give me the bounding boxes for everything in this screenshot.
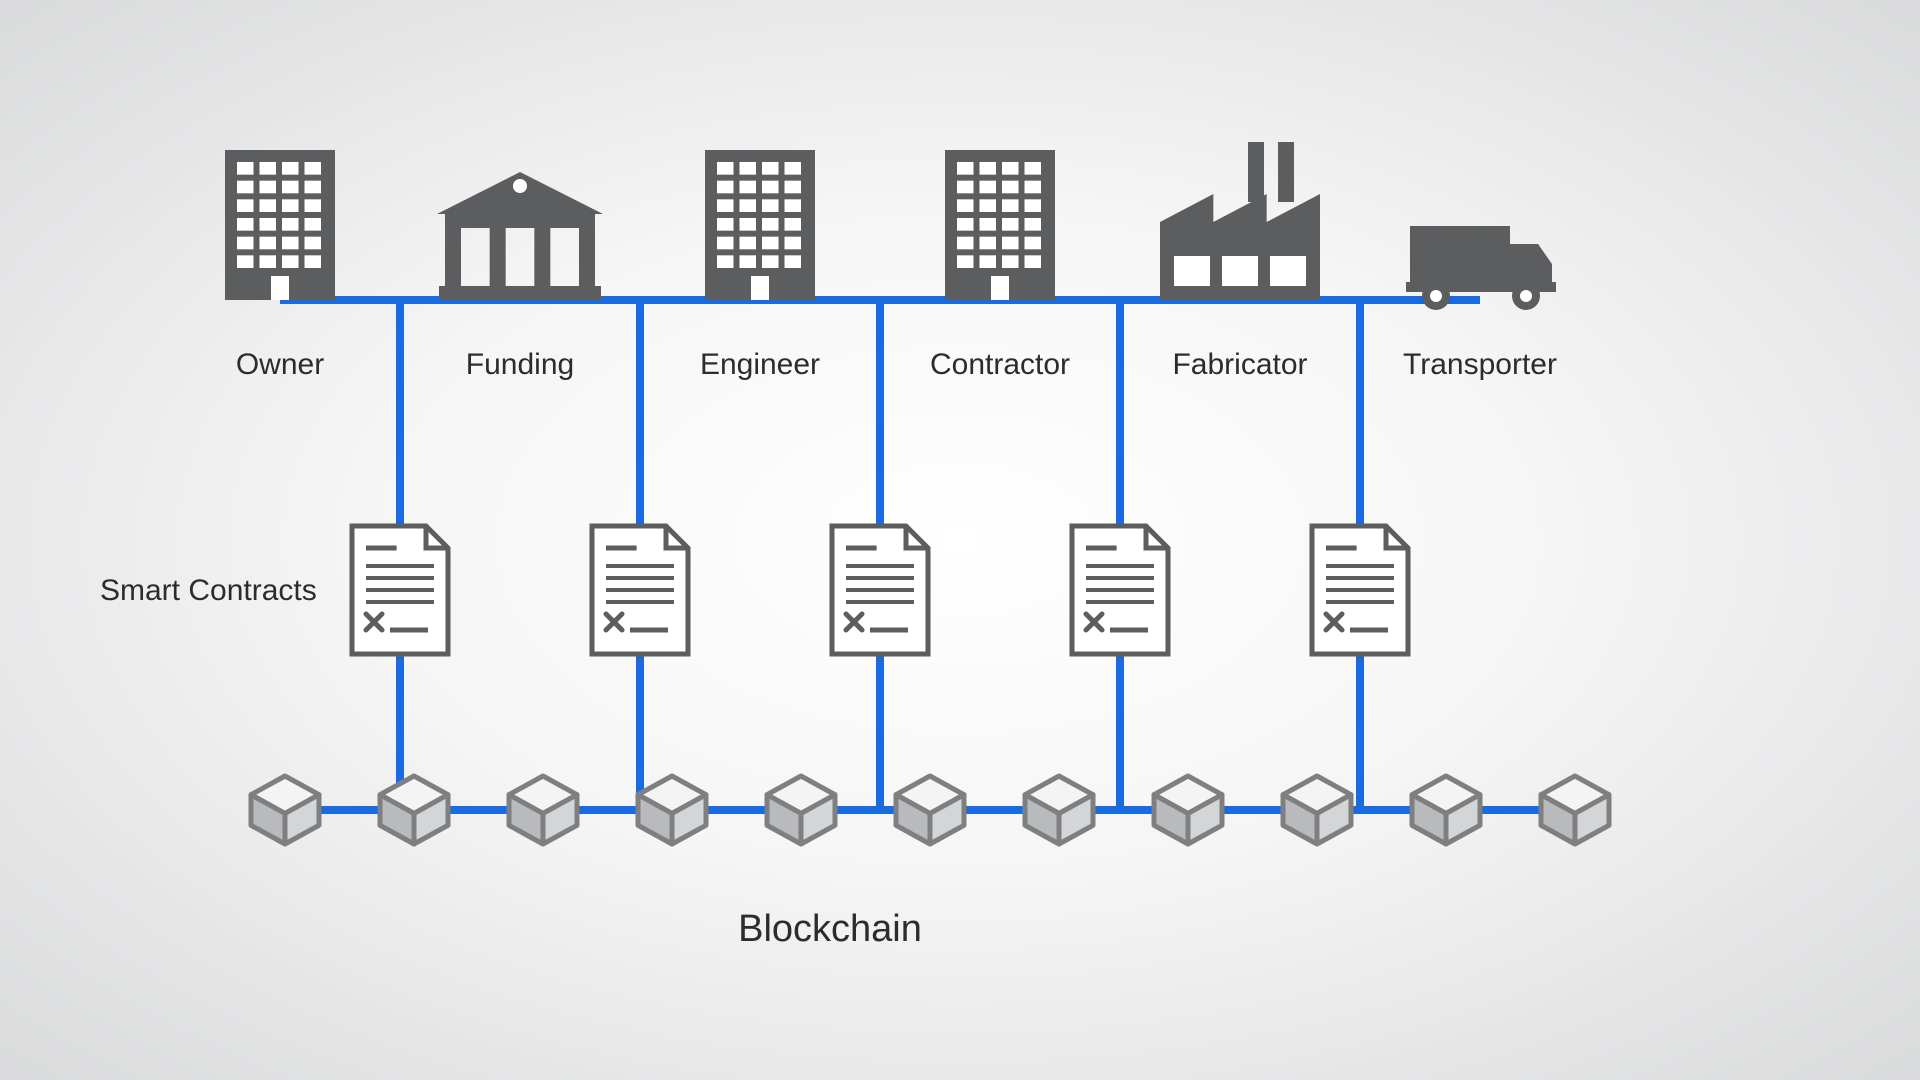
diagram-svg	[0, 0, 1920, 1080]
contract-icon	[592, 526, 688, 654]
contractor-icon	[945, 150, 1055, 300]
transporter-label: Transporter	[1403, 348, 1557, 382]
contract-icon	[832, 526, 928, 654]
blockchain-cube-icon	[1154, 776, 1222, 844]
blockchain-cube-icon	[896, 776, 964, 844]
blockchain-cube-icon	[1541, 776, 1609, 844]
blockchain-cube-icon	[638, 776, 706, 844]
transporter-icon	[1406, 226, 1556, 310]
blockchain-cube-icon	[1412, 776, 1480, 844]
blockchain-cube-icon	[251, 776, 319, 844]
funding-label: Funding	[466, 348, 574, 382]
engineer-label: Engineer	[700, 348, 820, 382]
contract-icon	[1072, 526, 1168, 654]
diagram-canvas: Owner Funding Engineer Contractor Fabricator…	[0, 0, 1920, 1080]
blockchain-cube-icon	[380, 776, 448, 844]
smart-contracts-label: Smart Contracts	[100, 574, 317, 608]
fabricator-icon	[1160, 142, 1320, 300]
contract-icon	[352, 526, 448, 654]
fabricator-label: Fabricator	[1172, 348, 1307, 382]
owner-icon	[225, 150, 335, 300]
contractor-label: Contractor	[930, 348, 1070, 382]
blockchain-cube-icon	[509, 776, 577, 844]
engineer-icon	[705, 150, 815, 300]
owner-label: Owner	[236, 348, 324, 382]
blockchain-cube-icon	[767, 776, 835, 844]
blockchain-cube-icon	[1283, 776, 1351, 844]
blockchain-cube-icon	[1025, 776, 1093, 844]
contract-icon	[1312, 526, 1408, 654]
blockchain-label: Blockchain	[738, 908, 922, 951]
funding-icon	[437, 172, 603, 300]
